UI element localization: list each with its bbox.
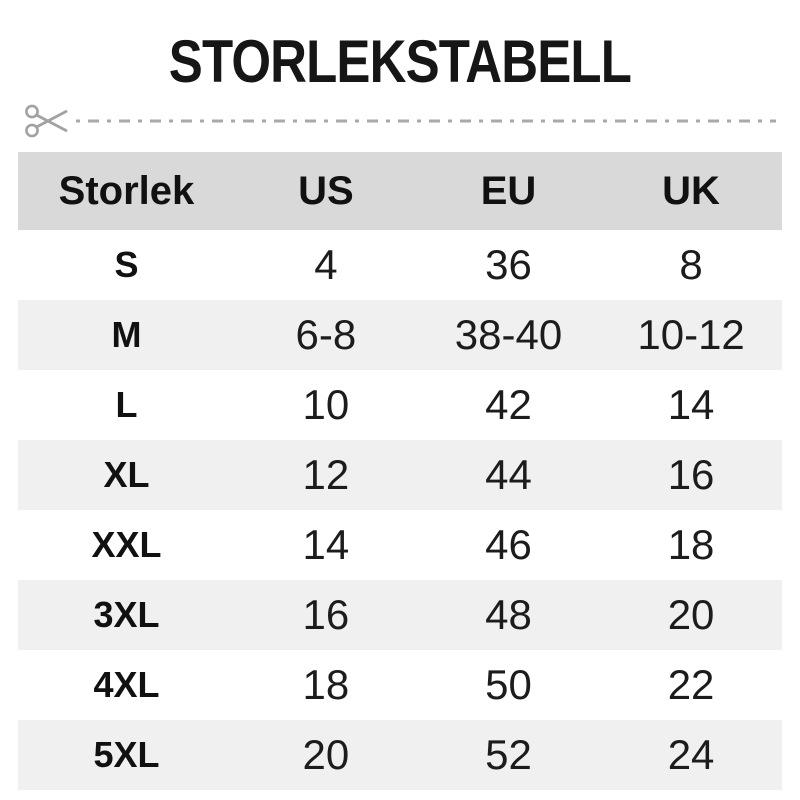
table-row: XL 12 44 16 [18, 440, 782, 510]
size-label-cell: 4XL [93, 664, 160, 705]
uk-value-cell: 16 [667, 451, 715, 498]
dashed-cut-line [76, 119, 776, 123]
eu-value-cell: 48 [485, 591, 532, 638]
header-cell-storlek: Storlek [58, 168, 195, 213]
us-value-cell: 14 [302, 521, 350, 568]
size-table: Storlek US EU UK S 4 36 8 M 6-8 38-40 10… [18, 152, 782, 790]
us-value-cell: 6-8 [295, 311, 357, 358]
table-row: 3XL 16 48 20 [18, 580, 782, 650]
uk-value-cell: 18 [667, 521, 715, 568]
table-row: XXL 14 46 18 [18, 510, 782, 580]
table-body: S 4 36 8 M 6-8 38-40 10-12 L 10 42 14 XL… [18, 230, 782, 790]
us-value-cell: 18 [302, 661, 350, 708]
us-value-cell: 20 [302, 731, 350, 778]
us-value-cell: 16 [302, 591, 350, 638]
size-label-cell: M [111, 314, 142, 355]
us-value-cell: 10 [302, 381, 350, 428]
eu-value-cell: 38-40 [454, 311, 563, 358]
cut-line [24, 102, 776, 140]
uk-value-cell: 20 [667, 591, 715, 638]
table-header-row: Storlek US EU UK [18, 152, 782, 230]
page-title: STORLEKSTABELL [0, 22, 800, 102]
us-value-cell: 12 [302, 451, 350, 498]
size-label-cell: S [114, 244, 139, 285]
uk-value-cell: 14 [667, 381, 715, 428]
eu-value-cell: 42 [485, 381, 532, 428]
size-chart-page: STORLEKSTABELL Storlek US EU UK S 4 36 8… [0, 22, 800, 800]
table-row: M 6-8 38-40 10-12 [18, 300, 782, 370]
uk-value-cell: 22 [667, 661, 715, 708]
table-row: 5XL 20 52 24 [18, 720, 782, 790]
header-cell-uk: UK [662, 168, 720, 213]
header-cell-us: US [298, 168, 354, 213]
header-cell-eu: EU [480, 168, 537, 213]
eu-value-cell: 52 [485, 731, 532, 778]
uk-value-cell: 8 [679, 241, 703, 288]
size-label-cell: 3XL [93, 594, 160, 635]
table-row: S 4 36 8 [18, 230, 782, 300]
eu-value-cell: 36 [485, 241, 532, 288]
size-label-cell: L [115, 384, 138, 425]
size-label-cell: 5XL [93, 734, 160, 775]
eu-value-cell: 50 [485, 661, 532, 708]
table-row: L 10 42 14 [18, 370, 782, 440]
size-label-cell: XXL [91, 524, 162, 565]
eu-value-cell: 44 [485, 451, 532, 498]
scissors-icon [25, 104, 68, 138]
uk-value-cell: 10-12 [637, 311, 745, 358]
page-title-text: STORLEKSTABELL [168, 28, 632, 95]
us-value-cell: 4 [314, 241, 338, 288]
eu-value-cell: 46 [485, 521, 532, 568]
size-label-cell: XL [103, 454, 150, 495]
uk-value-cell: 24 [667, 731, 715, 778]
table-row: 4XL 18 50 22 [18, 650, 782, 720]
